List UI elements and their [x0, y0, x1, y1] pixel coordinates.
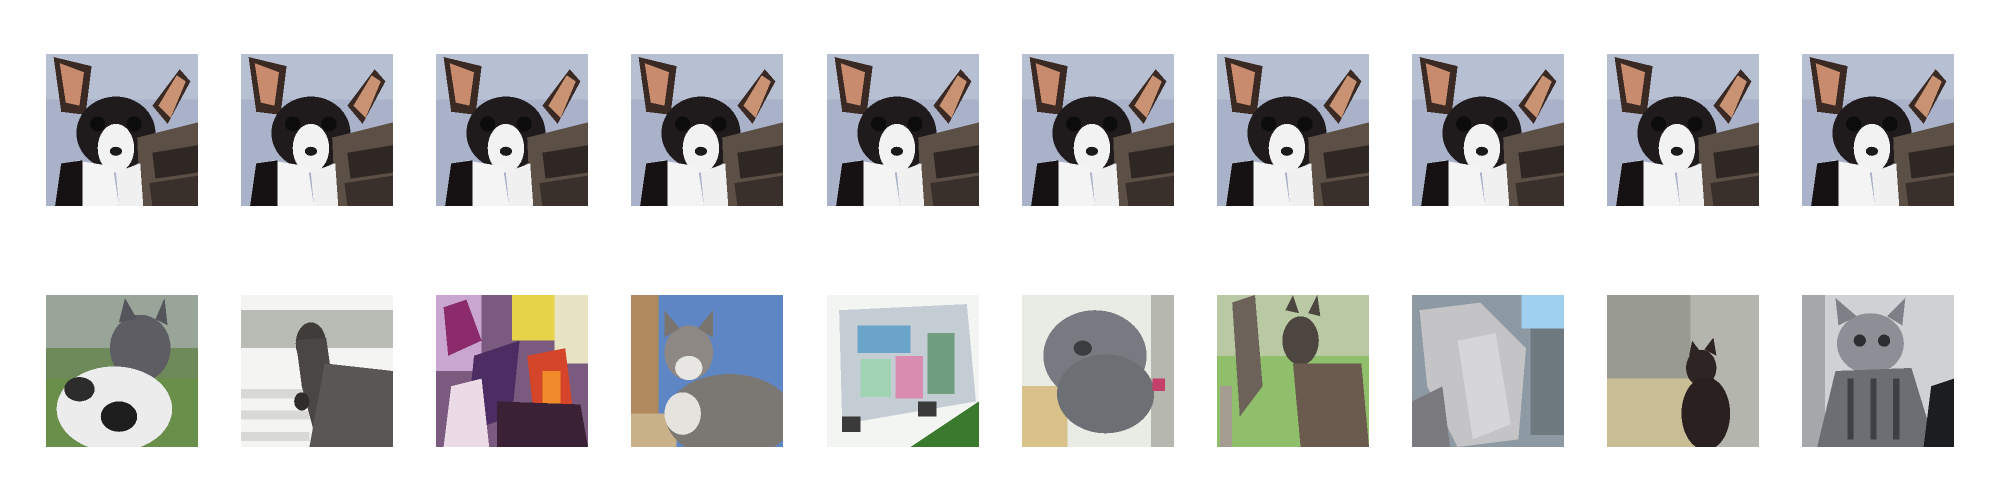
truck-thumbnail [827, 295, 979, 447]
result-row-image-2 [241, 295, 393, 447]
chihuahua-dog-thumbnail [631, 54, 783, 206]
result-row-image-3 [436, 295, 588, 447]
query-row-image-1 [46, 54, 198, 206]
query-row-image-6 [1022, 54, 1174, 206]
query-row-image-4 [631, 54, 783, 206]
chihuahua-dog-thumbnail [1607, 54, 1759, 206]
cat-blue-wall-thumbnail [631, 295, 783, 447]
query-row-image-3 [436, 54, 588, 206]
chihuahua-dog-thumbnail [46, 54, 198, 206]
result-row-image-10 [1802, 295, 1954, 447]
query-row-image-5 [827, 54, 979, 206]
result-row-image-1 [46, 295, 198, 447]
cat-white-black-thumbnail [46, 295, 198, 447]
query-row-image-9 [1607, 54, 1759, 206]
result-row-image-9 [1607, 295, 1759, 447]
dark-cat-thumbnail [1607, 295, 1759, 447]
result-row-image-5 [827, 295, 979, 447]
query-row-image-2 [241, 54, 393, 206]
deer-grass-thumbnail [1217, 295, 1369, 447]
white-horse-thumbnail [1412, 295, 1564, 447]
chihuahua-dog-thumbnail [1217, 54, 1369, 206]
query-row-image-7 [1217, 54, 1369, 206]
chihuahua-dog-thumbnail [1412, 54, 1564, 206]
result-row-image-7 [1217, 295, 1369, 447]
query-row-image-10 [1802, 54, 1954, 206]
chihuahua-dog-thumbnail [827, 54, 979, 206]
result-row-image-4 [631, 295, 783, 447]
horse-fence-thumbnail [241, 295, 393, 447]
chihuahua-dog-thumbnail [1022, 54, 1174, 206]
query-row-image-8 [1412, 54, 1564, 206]
chihuahua-dog-thumbnail [436, 54, 588, 206]
chihuahua-dog-thumbnail [1802, 54, 1954, 206]
chihuahua-dog-thumbnail [241, 54, 393, 206]
grey-cat-thumbnail [1022, 295, 1174, 447]
colorful-painting-thumbnail [436, 295, 588, 447]
tabby-kitten-thumbnail [1802, 295, 1954, 447]
result-row-image-6 [1022, 295, 1174, 447]
result-row-image-8 [1412, 295, 1564, 447]
